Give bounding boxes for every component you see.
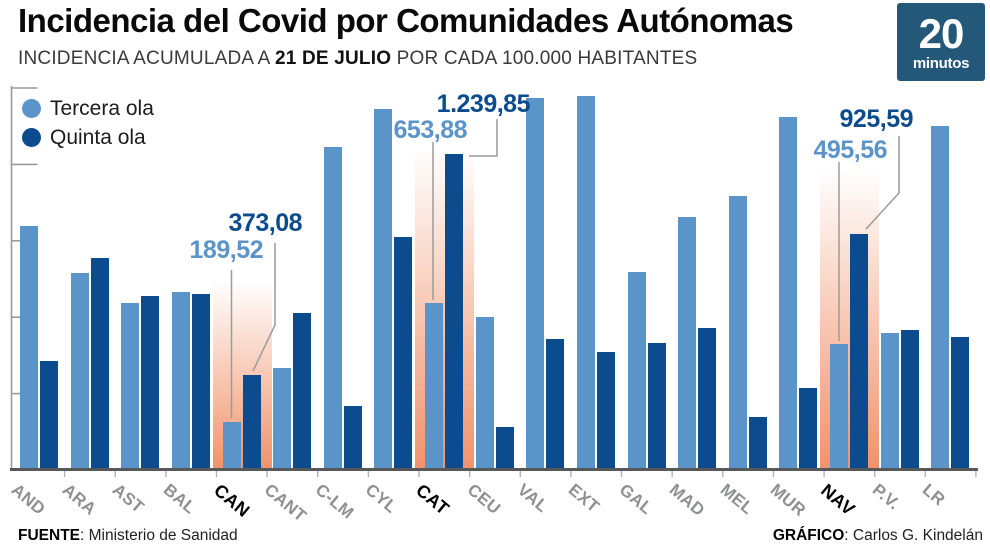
x-label-MEL: MEL — [716, 480, 758, 519]
x-label-AND: AND — [7, 480, 49, 519]
annotation-quinta-NAV: 925,59 — [839, 105, 914, 133]
bar-quinta-MUR — [799, 388, 818, 470]
bar-tercera-ARA — [70, 273, 89, 470]
x-label-AST: AST — [109, 480, 148, 517]
bar-quinta-AST — [141, 296, 160, 470]
credit-label: GRÁFICO — [772, 527, 845, 544]
subtitle: INCIDENCIA ACUMULADA A 21 DE JULIO POR C… — [18, 48, 697, 70]
x-label-CEU: CEU — [463, 480, 504, 519]
x-label-MAD: MAD — [665, 480, 709, 521]
annotation-tercera-CAT: 653,88 — [393, 116, 468, 144]
bar-tercera-EXT — [576, 95, 595, 470]
bar-quinta-CEU — [495, 426, 514, 470]
bar-quinta-MEL — [748, 417, 767, 470]
bar-quinta-P.V. — [900, 330, 919, 470]
bar-tercera-C-LM — [323, 146, 342, 470]
graphic-credit: GRÁFICO: Carlos G. Kindelán — [773, 527, 983, 545]
subtitle-suffix: POR CADA 100.000 HABITANTES — [391, 48, 698, 69]
bar-quinta-NAV — [850, 234, 869, 470]
bar-quinta-BAL — [191, 294, 210, 470]
source-value: : Ministerio de Sanidad — [80, 527, 238, 544]
highlight-glow-CAT — [415, 126, 475, 470]
x-label-GAL: GAL — [615, 480, 656, 519]
bar-quinta-CAT — [445, 154, 464, 470]
bar-quinta-VAL — [546, 339, 565, 470]
x-label-CYL: CYL — [362, 480, 402, 517]
bar-tercera-BAL — [171, 292, 190, 470]
subtitle-date: 21 DE JULIO — [274, 48, 392, 69]
bar-quinta-ARA — [90, 258, 109, 470]
bar-tercera-CAT — [425, 303, 444, 470]
bar-tercera-VAL — [526, 97, 545, 470]
bar-tercera-NAV — [830, 343, 849, 470]
x-label-CAN: CAN — [209, 480, 254, 521]
bar-tercera-CYL — [374, 108, 393, 470]
logo-word: minutos — [912, 55, 970, 72]
annotation-quinta-CAT: 1.239,85 — [436, 90, 531, 118]
x-label-LR: LR — [919, 480, 950, 510]
x-label-EXT: EXT — [564, 480, 603, 517]
bar-tercera-MAD — [678, 217, 697, 470]
bar-tercera-CANT — [273, 368, 292, 470]
legend: Tercera ola Quinta ola — [22, 94, 154, 152]
bar-tercera-MUR — [779, 116, 798, 470]
x-label-BAL: BAL — [159, 480, 200, 518]
bar-tercera-CEU — [475, 317, 494, 470]
subtitle-prefix: INCIDENCIA ACUMULADA A — [18, 48, 275, 69]
bar-quinta-AND — [40, 361, 58, 470]
annotation-quinta-CAN: 373,08 — [228, 209, 303, 237]
bar-tercera-LR — [931, 125, 950, 470]
bar-quinta-CYL — [394, 237, 413, 470]
legend-dot-icon — [22, 99, 41, 118]
x-axis-line — [10, 468, 978, 471]
bar-quinta-CANT — [293, 313, 312, 470]
annotation-tercera-NAV: 495,56 — [813, 136, 888, 164]
legend-label: Tercera ola — [50, 96, 154, 120]
legend-item-tercera-ola: Tercera ola — [22, 94, 154, 123]
x-label-VAL: VAL — [514, 480, 553, 517]
bar-quinta-LR — [951, 337, 970, 470]
x-label-CAT: CAT — [412, 480, 454, 519]
bar-tercera-AST — [121, 303, 140, 470]
bar-tercera-CAN — [222, 421, 241, 470]
bar-tercera-AND — [20, 225, 38, 470]
x-label-NAV: NAV — [817, 480, 859, 520]
bar-quinta-CAN — [242, 374, 261, 470]
source-credit: FUENTE: Ministerio de Sanidad — [18, 527, 238, 545]
annotation-tercera-CAN: 189,52 — [189, 236, 264, 264]
bar-quinta-C-LM — [343, 406, 362, 470]
page-title: Incidencia del Covid por Comunidades Aut… — [18, 2, 794, 39]
bar-tercera-MEL — [728, 196, 747, 470]
bar-quinta-GAL — [647, 343, 666, 470]
legend-dot-icon — [22, 128, 41, 147]
x-label-MUR: MUR — [767, 480, 810, 521]
bar-tercera-GAL — [627, 272, 646, 470]
bar-tercera-P.V. — [880, 333, 899, 470]
x-label-CANT: CANT — [260, 480, 311, 526]
bar-quinta-EXT — [596, 352, 615, 470]
footer: FUENTE: Ministerio de Sanidad GRÁFICO: C… — [18, 527, 983, 545]
source-label: FUENTE — [18, 527, 80, 544]
x-label-P.V.: P.V. — [868, 480, 904, 514]
credit-value: : Carlos G. Kindelán — [844, 527, 983, 544]
20minutos-logo: 20 minutos — [897, 3, 985, 81]
legend-label: Quinta ola — [50, 125, 146, 149]
bar-quinta-MAD — [698, 328, 717, 470]
x-label-ARA: ARA — [58, 480, 100, 519]
legend-item-quinta-ola: Quinta ola — [22, 123, 154, 152]
x-label-C-LM: C-LM — [311, 480, 358, 523]
logo-number: 20 — [918, 10, 965, 57]
